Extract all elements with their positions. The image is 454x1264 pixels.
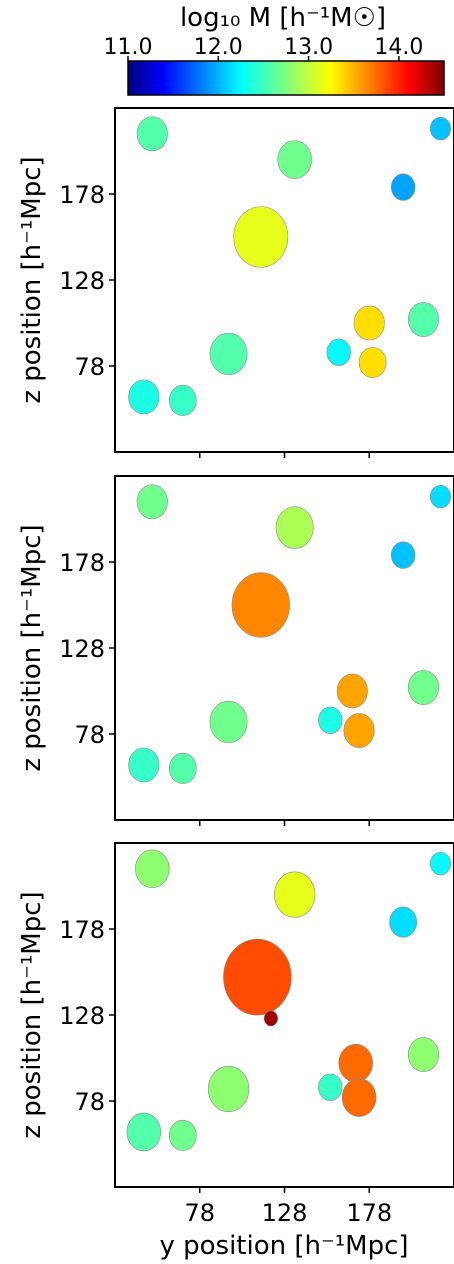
halo-region bbox=[135, 849, 170, 889]
colorbar-ticks: 11.0 12.0 13.0 14.0 bbox=[104, 35, 423, 61]
halo-region bbox=[318, 706, 343, 734]
halo-region bbox=[136, 484, 168, 520]
halo-region bbox=[407, 670, 440, 705]
panel-3 bbox=[126, 849, 451, 1152]
colorbar bbox=[127, 60, 445, 96]
colorbar-label: log₁₀ M [h⁻¹M☉] bbox=[180, 3, 386, 33]
halo-region bbox=[231, 572, 290, 638]
halo-region bbox=[390, 541, 416, 569]
halo-region bbox=[128, 747, 160, 783]
halo-region bbox=[136, 116, 168, 152]
halo-region bbox=[126, 1112, 162, 1152]
halo-region bbox=[358, 347, 387, 379]
halo-region bbox=[429, 851, 451, 876]
panel-1 bbox=[128, 116, 451, 416]
halo-region bbox=[207, 1065, 250, 1113]
colorbar-tick-label: 12.0 bbox=[194, 35, 243, 60]
halo-region bbox=[277, 140, 312, 179]
x-tick-label: 178 bbox=[346, 1199, 392, 1227]
halo-region bbox=[168, 752, 197, 784]
halo-region bbox=[353, 305, 385, 341]
halo-region bbox=[209, 700, 248, 744]
halo-region bbox=[389, 906, 418, 938]
colorbar-tick-label: 13.0 bbox=[284, 35, 333, 60]
halo-region bbox=[223, 938, 292, 1016]
halo-region bbox=[128, 379, 160, 415]
y-tick-label: 78 bbox=[74, 1088, 105, 1116]
panel-2 bbox=[128, 484, 451, 784]
y-tick-label: 128 bbox=[59, 635, 105, 663]
halo-region bbox=[341, 1078, 377, 1117]
x-axis-label: y position [h⁻¹Mpc] bbox=[159, 1231, 408, 1261]
halo-region bbox=[263, 1010, 279, 1027]
x-tick-label: 78 bbox=[184, 1199, 215, 1227]
halo-region bbox=[390, 173, 416, 201]
halo-region bbox=[407, 302, 440, 337]
halo-region bbox=[168, 384, 197, 416]
y-axis-label-1: z position [h⁻¹Mpc] bbox=[17, 156, 47, 403]
y-axis-label-3: z position [h⁻¹Mpc] bbox=[17, 891, 47, 1138]
y-axis-label-2: z position [h⁻¹Mpc] bbox=[17, 524, 47, 771]
halo-region bbox=[326, 338, 351, 366]
halo-region bbox=[407, 1037, 440, 1072]
halo-region bbox=[343, 713, 375, 748]
halo-region bbox=[274, 871, 316, 918]
y-tick-label: 78 bbox=[74, 721, 105, 749]
halo-region bbox=[429, 484, 451, 509]
y-tick-label: 178 bbox=[59, 549, 105, 577]
y-tick-label: 178 bbox=[59, 916, 105, 944]
y-axis-ticks: 178 128 78 178 128 78 178 128 78 bbox=[59, 181, 115, 1116]
x-axis-ticks: 78 128 178 bbox=[184, 452, 392, 1227]
halo-region bbox=[336, 673, 368, 709]
halo-region bbox=[209, 332, 248, 376]
halo-region bbox=[168, 1119, 197, 1151]
halo-region bbox=[429, 116, 451, 141]
halo-region bbox=[338, 1043, 373, 1083]
halo-region bbox=[275, 506, 314, 549]
halo-region bbox=[318, 1073, 343, 1101]
y-tick-label: 128 bbox=[59, 267, 105, 295]
colorbar-tick-label: 11.0 bbox=[104, 35, 153, 60]
y-tick-label: 178 bbox=[59, 181, 105, 209]
y-tick-label: 78 bbox=[74, 353, 105, 381]
colorbar-tick-label: 14.0 bbox=[374, 35, 423, 60]
halo-region bbox=[233, 206, 289, 268]
y-tick-label: 128 bbox=[59, 1002, 105, 1030]
x-tick-label: 128 bbox=[262, 1199, 308, 1227]
